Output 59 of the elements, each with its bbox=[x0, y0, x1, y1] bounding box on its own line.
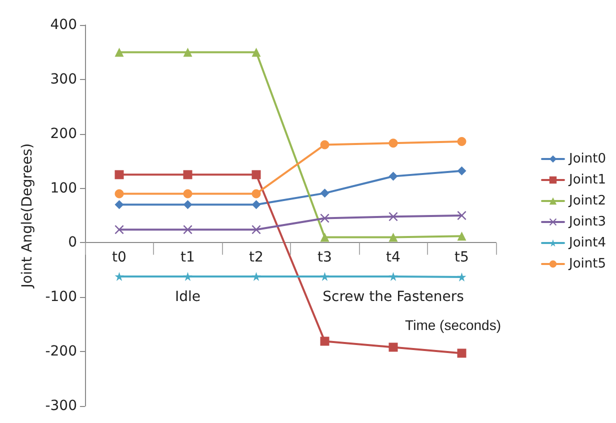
point bbox=[183, 200, 192, 210]
y-tick-label: -300 bbox=[45, 398, 77, 414]
point bbox=[388, 342, 398, 352]
point bbox=[457, 166, 466, 176]
y-tick-label: -100 bbox=[45, 289, 77, 306]
point bbox=[320, 188, 330, 198]
point bbox=[388, 272, 398, 281]
annotation: Idle bbox=[174, 289, 201, 305]
point bbox=[183, 170, 192, 180]
point bbox=[388, 212, 398, 222]
point bbox=[320, 272, 330, 281]
y-tick-label: 400 bbox=[50, 17, 77, 33]
x-tick-label: t1 bbox=[180, 250, 195, 266]
x-tick-label: t4 bbox=[386, 250, 401, 266]
point bbox=[320, 336, 330, 346]
point bbox=[252, 48, 261, 57]
point bbox=[114, 48, 124, 57]
x-tick-label: t2 bbox=[249, 250, 264, 266]
y-tick-label: 100 bbox=[50, 180, 77, 196]
legend-label: Joint5 bbox=[568, 256, 606, 272]
point bbox=[457, 136, 466, 146]
y-tick-label: -200 bbox=[45, 344, 77, 360]
x-tick-label: t3 bbox=[318, 250, 332, 266]
legend-label: Joint2 bbox=[568, 194, 606, 208]
point bbox=[114, 225, 124, 234]
point bbox=[252, 189, 261, 198]
legend-label: Joint3 bbox=[568, 214, 606, 230]
point bbox=[183, 225, 192, 234]
point bbox=[320, 140, 330, 150]
point bbox=[114, 189, 124, 198]
point bbox=[183, 48, 192, 57]
y-tick-label: 200 bbox=[50, 126, 77, 142]
y-axis-title: Joint Angle(Degrees) bbox=[19, 143, 36, 289]
point bbox=[388, 232, 398, 242]
point bbox=[388, 172, 398, 181]
point bbox=[252, 170, 261, 180]
point bbox=[252, 200, 261, 210]
legend-label: Joint0 bbox=[568, 152, 606, 166]
point bbox=[457, 348, 466, 358]
legend-label: Joint4 bbox=[568, 236, 606, 250]
point bbox=[114, 200, 124, 210]
point bbox=[457, 232, 466, 241]
point bbox=[252, 272, 261, 281]
point bbox=[114, 170, 124, 180]
point bbox=[388, 138, 398, 148]
legend-label: Joint1 bbox=[568, 172, 606, 188]
y-tick-label: 300 bbox=[50, 71, 77, 88]
point bbox=[457, 272, 466, 282]
point bbox=[114, 272, 124, 281]
x-tick-label: t5 bbox=[454, 250, 469, 266]
x-tick-label: t0 bbox=[112, 250, 126, 266]
point bbox=[320, 232, 330, 242]
point bbox=[457, 211, 466, 220]
point bbox=[183, 272, 192, 281]
annotation: Screw the Fasteners bbox=[322, 289, 464, 305]
point bbox=[183, 189, 192, 198]
x-axis-title: Time (seconds) bbox=[405, 317, 502, 333]
point bbox=[252, 225, 261, 234]
y-tick-label: 0 bbox=[68, 234, 77, 251]
